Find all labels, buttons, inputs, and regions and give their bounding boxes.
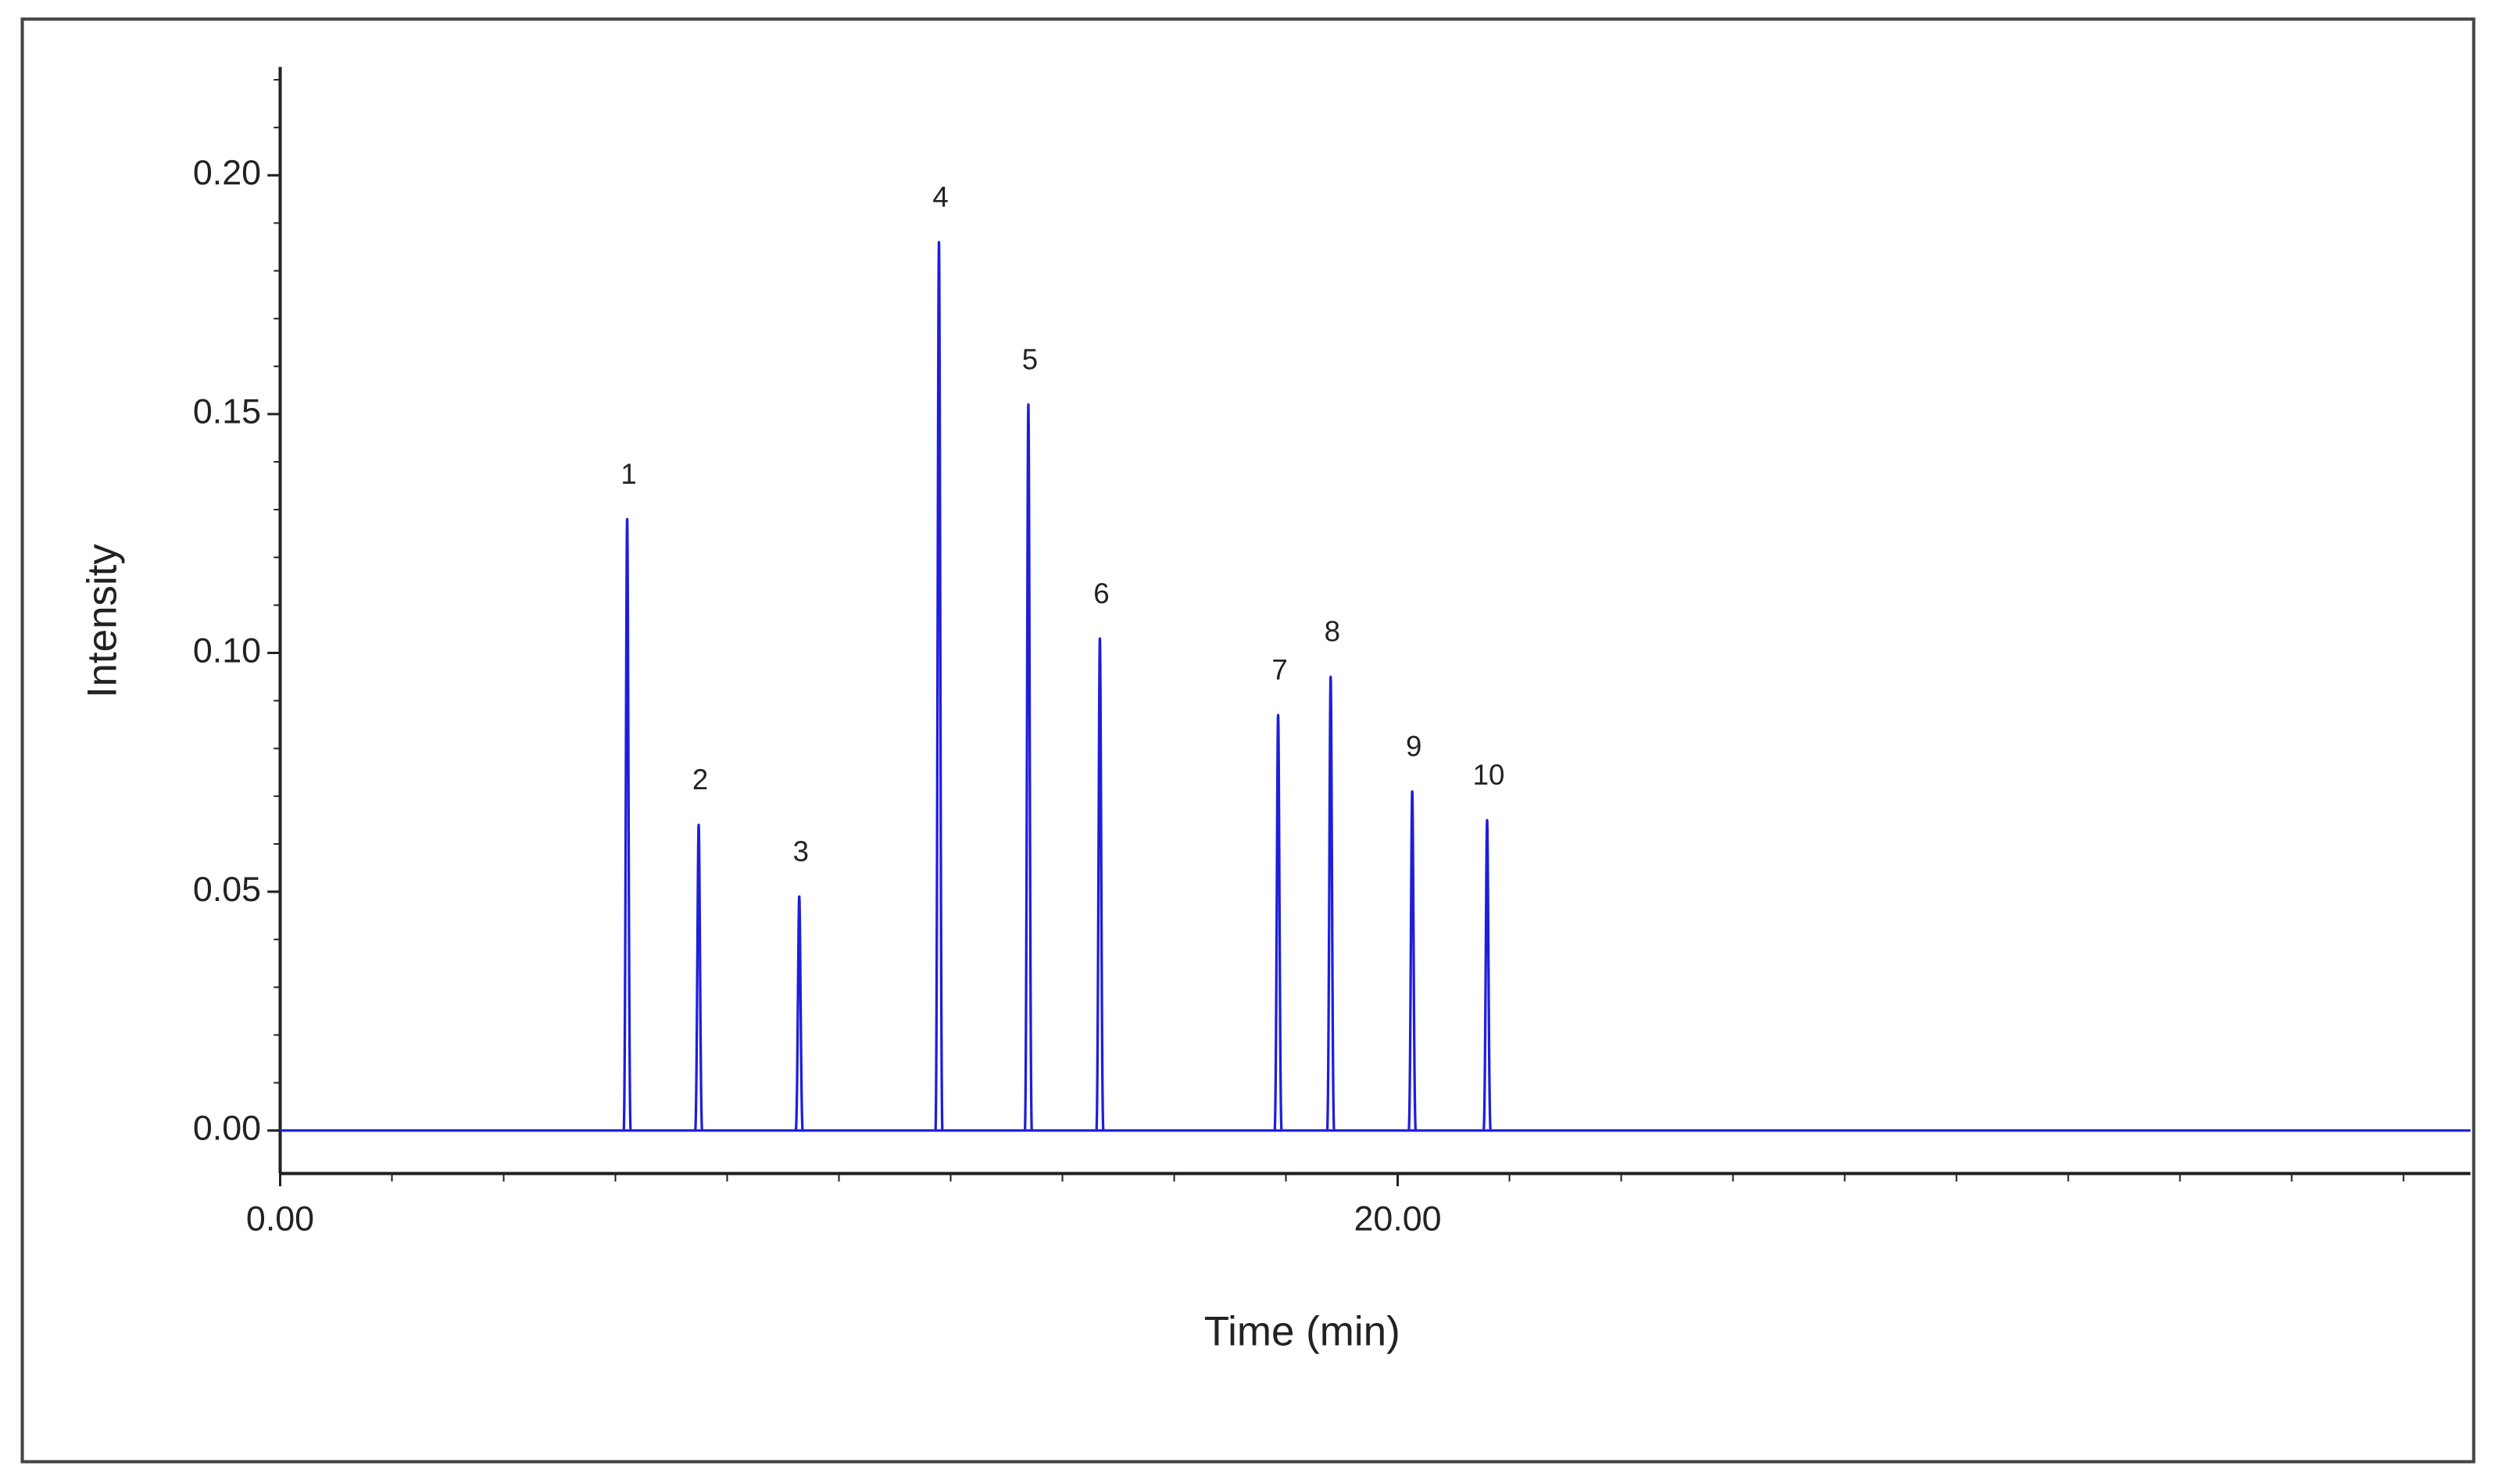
y-tick-label: 0.10 — [193, 631, 261, 670]
peak — [794, 895, 804, 1132]
peak — [1273, 713, 1283, 1132]
peak-label: 7 — [1271, 654, 1287, 686]
peak-label: 5 — [1022, 343, 1038, 375]
peak-label: 9 — [1406, 730, 1421, 762]
peak-label: 3 — [793, 835, 809, 867]
y-axis-label: Intensity — [79, 544, 125, 699]
peak-label: 6 — [1093, 578, 1109, 610]
peak-label: 4 — [932, 181, 948, 213]
frame — [20, 17, 2476, 1464]
x-tick-label: 20.00 — [1354, 1200, 1442, 1239]
peak — [1325, 675, 1336, 1132]
peak — [693, 823, 704, 1132]
peak — [1095, 637, 1105, 1132]
peak — [622, 517, 632, 1132]
peak — [934, 240, 944, 1132]
peak-label: 10 — [1473, 759, 1505, 791]
peak-label: 1 — [620, 458, 636, 490]
peak — [1407, 790, 1418, 1132]
y-tick-label: 0.05 — [193, 870, 261, 909]
y-tick-label: 0.20 — [193, 153, 261, 192]
peak-label: 8 — [1325, 616, 1340, 648]
y-tick-label: 0.00 — [193, 1109, 261, 1148]
peak-label: 2 — [692, 763, 708, 796]
peak — [1023, 402, 1034, 1132]
x-axis-label: Time (min) — [1204, 1308, 1400, 1354]
x-tick-label: 0.00 — [246, 1200, 314, 1239]
y-tick-label: 0.15 — [193, 392, 261, 431]
peak — [1482, 818, 1493, 1132]
